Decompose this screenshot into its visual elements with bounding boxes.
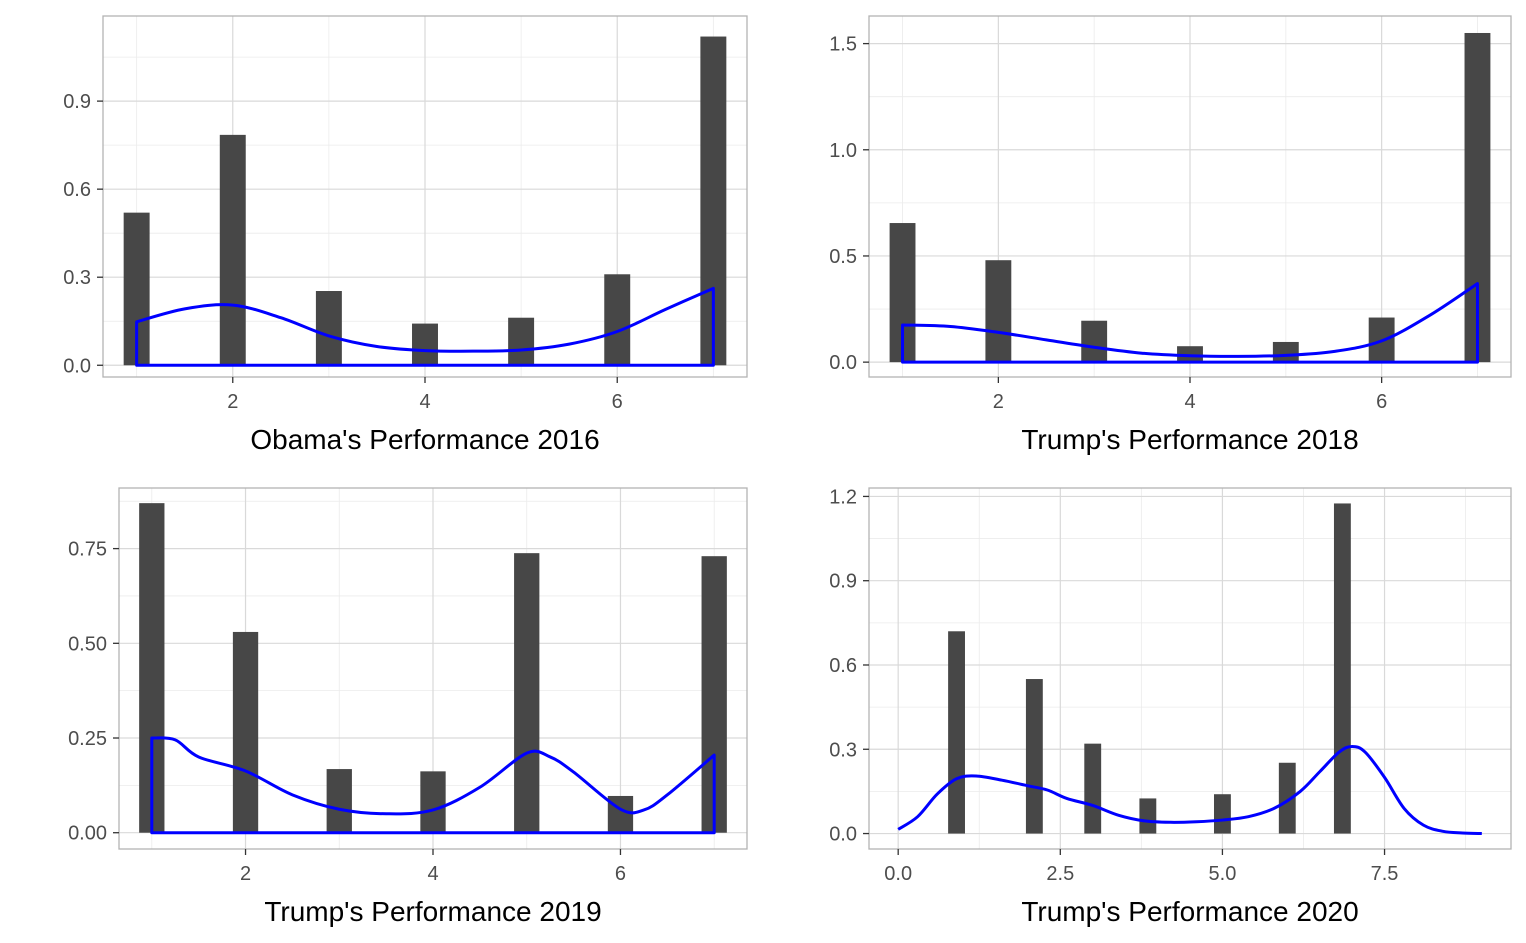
histogram-bar-4 xyxy=(420,771,446,833)
y-tick-label: 0.6 xyxy=(829,655,857,677)
histogram-bar-3 xyxy=(1081,320,1108,363)
y-tick-label: 0.6 xyxy=(63,179,91,201)
x-axis-title: Trump's Performance 2020 xyxy=(1021,896,1358,927)
chart-panel-4: 0.0 2.5 5.0 7.5 0.0 0.3 0.6 0.9 1.2 Trump's Perfo… xyxy=(829,486,1512,927)
y-tick-label: 0.9 xyxy=(829,571,857,593)
chart-panel-2: 2 4 6 0.0 0.5 1.0 1.5 Trump's Performance 2018 xyxy=(829,15,1512,455)
histogram-bar-2 xyxy=(219,134,246,366)
y-tick-label: 0.50 xyxy=(68,633,107,655)
x-tick-label: 0.0 xyxy=(884,863,912,885)
histogram-bar-3 xyxy=(326,769,352,833)
x-tick-label: 4 xyxy=(419,391,430,413)
x-tick-label: 6 xyxy=(612,391,623,413)
y-tick-label: 0.5 xyxy=(829,246,857,268)
histogram-bar-4 xyxy=(1177,346,1203,363)
histogram-bar-5 xyxy=(514,553,540,833)
histogram-bar-3 xyxy=(315,291,342,366)
y-tick-label: 0.3 xyxy=(829,739,857,761)
density-curve xyxy=(901,282,1479,364)
y-tick-label: 1.0 xyxy=(829,140,857,162)
histogram-bar-1 xyxy=(948,631,965,834)
y-tick-label: 0.75 xyxy=(68,539,107,561)
x-tick-label: 4 xyxy=(427,863,438,885)
density-curve xyxy=(150,736,716,835)
y-tick-label: 0.00 xyxy=(68,823,107,845)
y-tick-label: 0.0 xyxy=(829,824,857,846)
y-tick-label: 0.3 xyxy=(63,267,91,289)
x-axis-title: Trump's Performance 2019 xyxy=(264,896,601,927)
x-tick-label: 2 xyxy=(227,391,238,413)
x-tick-label: 2 xyxy=(240,863,251,885)
density-curve xyxy=(135,286,715,367)
x-tick-label: 6 xyxy=(615,863,626,885)
x-tick-label: 2 xyxy=(993,391,1004,413)
density-curve xyxy=(897,744,1482,836)
y-tick-label: 0.9 xyxy=(63,91,91,113)
chart-panel-3: 2 4 6 0.00 0.25 0.50 0.75 Trump's Performance 2… xyxy=(68,487,748,927)
x-axis-title: Obama's Performance 2016 xyxy=(250,424,599,455)
x-tick-label: 4 xyxy=(1184,391,1195,413)
y-tick-label: 0.0 xyxy=(829,352,857,374)
y-tick-label: 0.25 xyxy=(68,728,107,750)
histogram-bar-5 xyxy=(508,317,535,366)
histogram-bar-7 xyxy=(1333,503,1351,834)
histogram-bar-4 xyxy=(1139,798,1157,834)
histogram-bar-6 xyxy=(1278,762,1296,834)
histogram-bar-2 xyxy=(232,631,259,833)
x-tick-label: 7.5 xyxy=(1371,863,1399,885)
x-axis-title: Trump's Performance 2018 xyxy=(1021,424,1358,455)
histogram-bar-5 xyxy=(1213,794,1231,834)
histogram-bar-4 xyxy=(412,323,438,366)
histogram-bar-3 xyxy=(1084,743,1102,834)
panel-border xyxy=(868,487,1512,850)
histogram-bar-6 xyxy=(604,274,631,366)
chart-panel-1: 2 4 6 0.0 0.3 0.6 0.9 Obama's Performance 2016 xyxy=(63,15,748,455)
x-tick-label: 5.0 xyxy=(1209,863,1237,885)
y-tick-label: 1.5 xyxy=(829,34,857,56)
histogram-bar-5 xyxy=(1272,341,1299,363)
histogram-bar-2 xyxy=(985,260,1012,363)
y-tick-label: 1.2 xyxy=(829,486,857,508)
x-tick-label: 2.5 xyxy=(1046,863,1074,885)
y-tick-label: 0.0 xyxy=(63,355,91,377)
histogram-bar-2 xyxy=(1025,679,1043,834)
x-tick-label: 6 xyxy=(1376,391,1387,413)
